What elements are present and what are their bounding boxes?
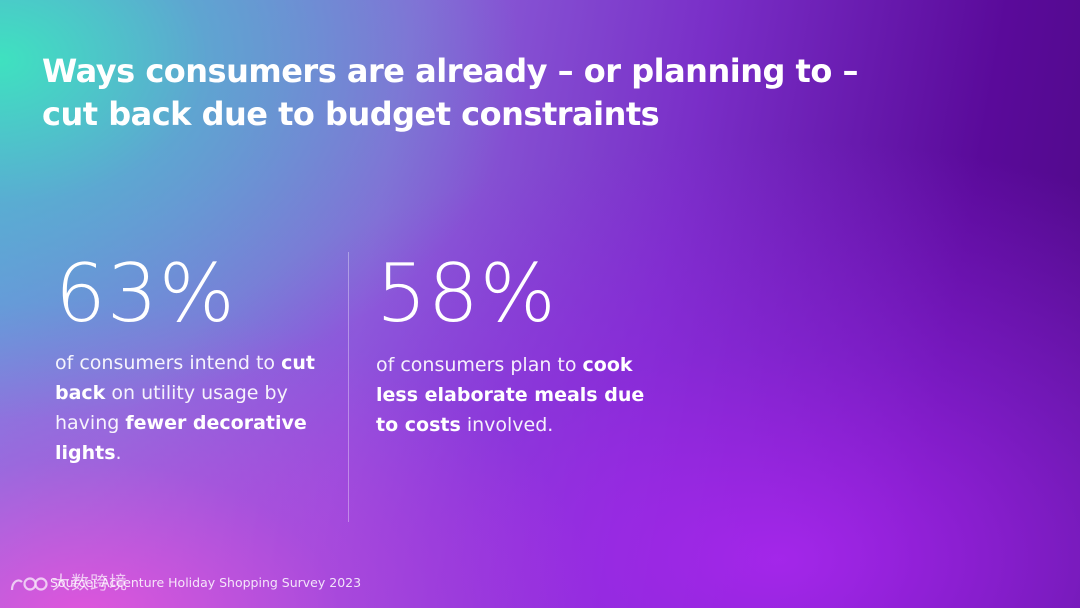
title-line-2: cut back due to budget constraints [42,95,660,133]
desc-text: . [115,442,122,464]
desc-bold: cut back [55,352,315,404]
watermark-icon [10,577,48,591]
desc-text: involved. [460,414,554,436]
desc-bold: cook less elaborate meals due to costs [376,354,645,436]
stat-value: 63% [55,247,236,340]
stat-description: of consumers plan to cook less elaborate… [376,350,656,440]
stat-divider [348,252,349,522]
stat-block-cooking: 58% of consumers plan to cook less elabo… [376,248,656,440]
source-note: Source: Accenture Holiday Shopping Surve… [50,575,362,590]
desc-text: of consumers intend to [55,352,282,374]
desc-text: on utility usage by having [55,382,288,434]
desc-bold: fewer decorative lights [55,412,307,464]
stat-value: 58% [376,247,557,340]
slide-title: Ways consumers are already – or planning… [42,50,942,136]
stat-description: of consumers intend to cut back on utili… [55,348,325,468]
watermark-text: 大数跨境 [52,573,128,594]
stat-block-utility: 63% of consumers intend to cut back on u… [55,248,325,468]
desc-text: of consumers plan to [376,354,583,376]
title-line-1: Ways consumers are already – or planning… [42,52,858,90]
watermark-logo: 大数跨境 [8,570,128,598]
